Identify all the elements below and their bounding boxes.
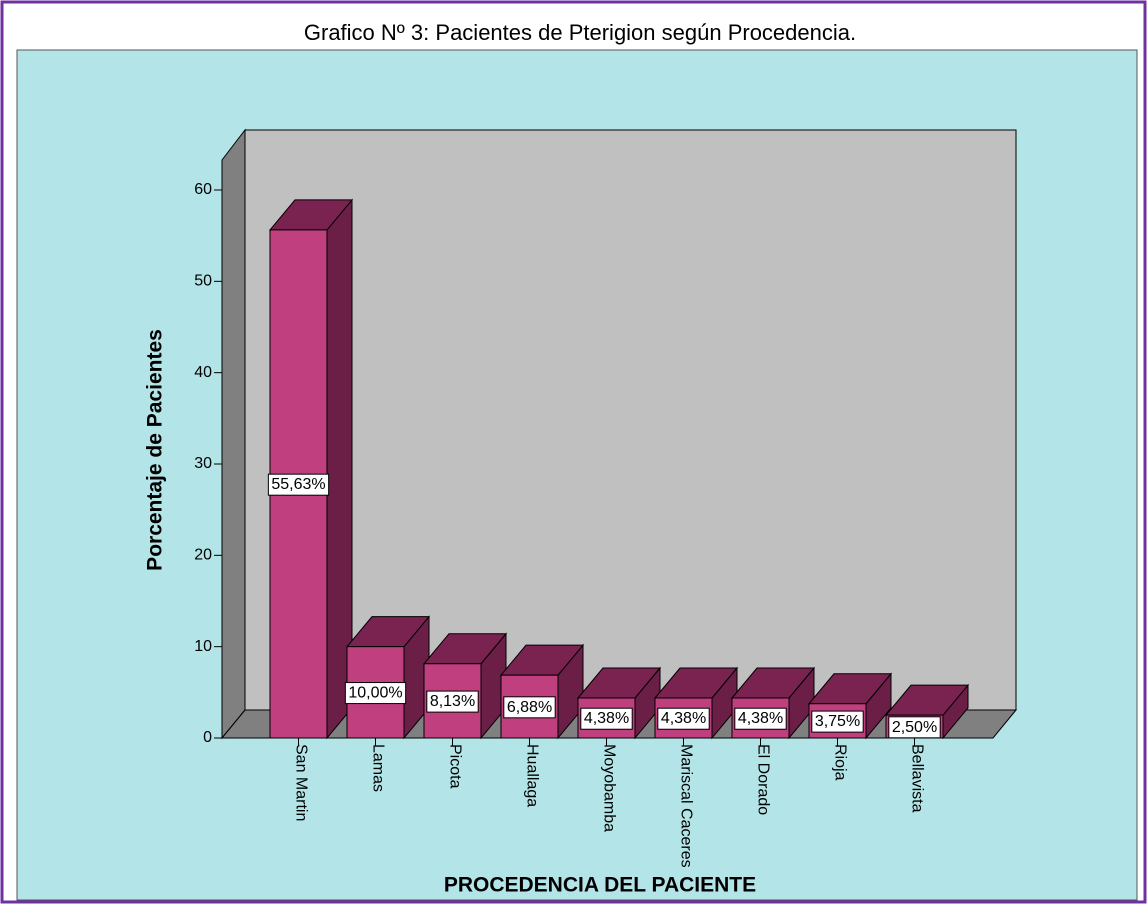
data-label-box — [734, 707, 787, 730]
x-tick-label: Bellavista — [908, 744, 925, 813]
y-axis-label: Porcentaje de Pacientes — [144, 329, 167, 571]
data-label-box — [426, 690, 479, 713]
back-wall — [244, 129, 1017, 711]
data-label-box — [503, 696, 556, 719]
x-tick-label: San Martin — [292, 744, 309, 821]
chart-title: Grafico Nº 3: Pacientes de Pterigion seg… — [304, 20, 856, 45]
y-tick-label: 20 — [194, 547, 212, 564]
y-tick-label: 50 — [194, 273, 212, 290]
x-tick-label: Moyobamba — [600, 744, 617, 832]
data-label: 4,38% — [661, 710, 706, 727]
y-tick-label: 30 — [194, 455, 212, 472]
data-label: 4,38% — [738, 710, 783, 727]
data-label-box — [811, 710, 864, 733]
y-tick-label: 10 — [194, 638, 212, 655]
x-axis-label: PROCEDENCIA DEL PACIENTE — [444, 874, 756, 897]
data-label: 55,63% — [271, 476, 325, 493]
x-tick-label: Lamas — [369, 744, 386, 792]
data-label: 4,38% — [584, 710, 629, 727]
data-label-box — [888, 716, 941, 739]
y-tick-label: 0 — [203, 729, 212, 746]
data-label: 6,88% — [507, 699, 552, 716]
data-label-box — [267, 473, 330, 496]
x-tick-label: Mariscal Caceres — [677, 744, 694, 868]
x-tick-label: El Dorado — [754, 744, 771, 815]
data-label: 3,75% — [815, 713, 860, 730]
data-label-box — [580, 707, 633, 730]
x-tick-label: Rioja — [831, 744, 848, 781]
data-label: 8,13% — [430, 693, 475, 710]
data-label-box — [344, 682, 407, 705]
data-label: 2,50% — [892, 719, 937, 736]
y-tick-label: 40 — [194, 364, 212, 381]
x-tick-label: Huallaga — [523, 744, 540, 807]
data-label-box — [657, 707, 710, 730]
x-tick-label: Picota — [446, 744, 463, 789]
data-label: 10,00% — [348, 685, 402, 702]
y-tick-label: 60 — [194, 181, 212, 198]
side-wall — [221, 128, 246, 740]
